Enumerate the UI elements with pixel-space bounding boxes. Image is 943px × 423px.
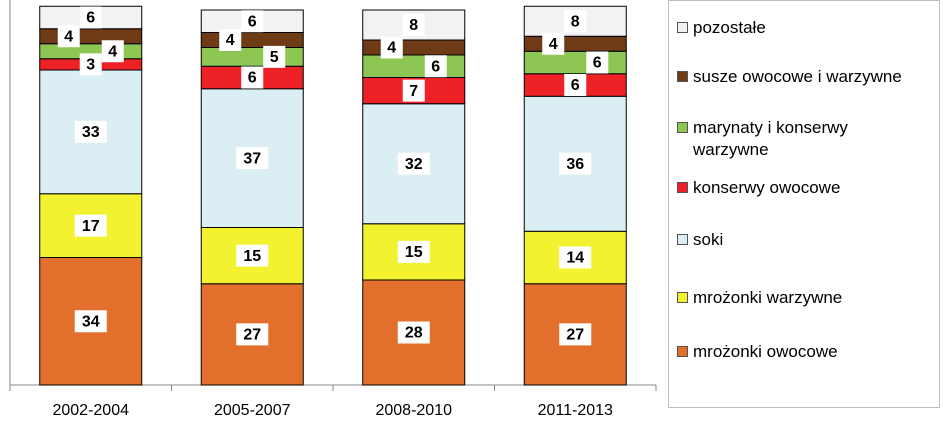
label-box (241, 66, 264, 89)
data-label: 32 (405, 156, 423, 173)
label-box (402, 14, 425, 36)
label-box (559, 152, 592, 175)
legend-swatch (677, 234, 688, 245)
legend-swatch (677, 71, 688, 82)
data-label: 4 (108, 43, 117, 60)
data-label: 15 (405, 244, 423, 261)
label-box (402, 79, 425, 102)
x-tick-label: 2011-2013 (538, 402, 613, 419)
data-label: 6 (571, 77, 580, 94)
data-label: 4 (387, 40, 396, 57)
label-box (241, 10, 264, 33)
legend-label: marynaty i konserwy warzywne (693, 118, 848, 159)
legend-item: susze owocowe i warzywne (677, 66, 937, 88)
legend-swatch (677, 292, 688, 303)
legend-item: mrożonki warzywne (677, 287, 937, 309)
legend-item: soki (677, 229, 937, 251)
legend-label: soki (693, 230, 724, 249)
bar-segment (362, 54, 466, 78)
label-box (74, 120, 107, 143)
label-box (79, 53, 102, 76)
label-box (397, 152, 430, 175)
legend-label: pozostałe (693, 18, 766, 37)
data-label: 6 (248, 13, 257, 30)
legend: pozostałe susze owocowe i warzywne marynat… (668, 0, 940, 408)
x-tick-label: 2002-2004 (52, 402, 129, 419)
label-box (219, 29, 242, 51)
bar-segment (362, 39, 466, 56)
data-label: 4 (64, 28, 73, 45)
legend-item: konserwy owocowe (677, 177, 937, 199)
x-tick-label: 2008-2010 (375, 402, 452, 419)
label-box (236, 244, 269, 267)
data-label: 7 (409, 83, 418, 100)
bar-segment (200, 88, 304, 228)
label-box (380, 36, 403, 59)
legend-label: mrożonki warzywne (693, 288, 843, 307)
x-tick-label: 2005-2007 (214, 402, 291, 419)
label-box (397, 240, 430, 263)
label-box (263, 45, 286, 68)
label-box (586, 51, 609, 74)
label-box (74, 310, 107, 333)
label-box (74, 214, 107, 237)
data-label: 6 (431, 58, 440, 75)
data-label: 28 (405, 325, 423, 342)
label-box (564, 10, 587, 33)
data-label: 14 (566, 250, 584, 267)
data-label: 33 (82, 124, 100, 141)
bar-segment (200, 47, 304, 67)
legend-item: pozostałe (677, 17, 937, 39)
label-box (236, 147, 269, 170)
legend-swatch (677, 346, 688, 357)
data-label: 4 (226, 32, 235, 49)
data-label: 27 (566, 327, 584, 344)
data-label: 6 (86, 10, 95, 27)
data-label: 8 (409, 17, 418, 34)
data-label: 15 (243, 248, 261, 265)
legend-swatch (677, 122, 688, 133)
label-box (57, 25, 80, 48)
data-label: 3 (86, 57, 95, 74)
data-label: 4 (549, 36, 558, 53)
legend-item: marynaty i konserwy warzywne (677, 117, 907, 161)
label-box (236, 323, 269, 346)
legend-label: konserwy owocowe (693, 178, 841, 197)
label-box (559, 323, 592, 346)
label-box (424, 55, 447, 78)
data-label: 6 (248, 70, 257, 87)
legend-label: susze owocowe i warzywne (693, 67, 902, 86)
label-box (79, 6, 102, 29)
bar-segment (523, 35, 627, 52)
label-box (397, 321, 430, 344)
data-label: 27 (243, 327, 261, 344)
bar-segment (523, 50, 627, 75)
data-label: 8 (571, 13, 580, 30)
legend-swatch (677, 22, 688, 33)
label-box (564, 74, 587, 96)
bar-segment (200, 32, 304, 48)
legend-swatch (677, 182, 688, 193)
legend-item: mrożonki owocowe (677, 341, 937, 363)
data-label: 17 (82, 218, 100, 235)
label-box (542, 32, 565, 55)
label-box (101, 40, 124, 63)
legend-label: mrożonki owocowe (693, 342, 838, 361)
data-label: 36 (566, 156, 584, 173)
label-box (559, 246, 592, 269)
data-label: 6 (593, 55, 602, 72)
data-label: 5 (270, 49, 279, 66)
data-label: 34 (82, 313, 100, 330)
data-label: 37 (243, 150, 261, 167)
bar-segment (39, 28, 143, 45)
